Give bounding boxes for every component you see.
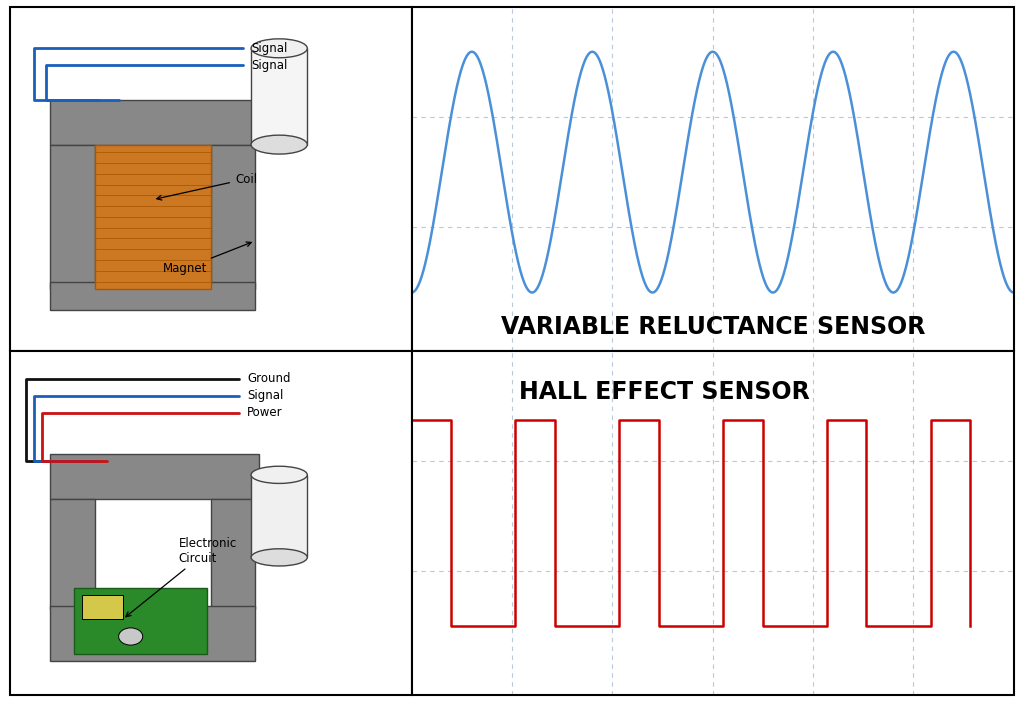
Ellipse shape: [251, 466, 307, 484]
Ellipse shape: [119, 628, 142, 645]
Bar: [251, 475, 307, 557]
Text: Power: Power: [247, 406, 283, 419]
Text: Signal: Signal: [247, 389, 284, 402]
Text: Electronic
Circuit: Electronic Circuit: [126, 536, 238, 616]
Bar: [50, 606, 255, 661]
Bar: [94, 145, 211, 289]
Text: Signal: Signal: [251, 59, 288, 72]
Bar: [83, 595, 123, 619]
Text: Ground: Ground: [247, 372, 291, 385]
Bar: [50, 282, 255, 310]
Bar: [50, 454, 259, 499]
Bar: [50, 100, 259, 145]
Text: Signal: Signal: [251, 42, 288, 55]
Bar: [50, 145, 94, 289]
Ellipse shape: [251, 549, 307, 566]
Text: VARIABLE RELUCTANCE SENSOR: VARIABLE RELUCTANCE SENSOR: [501, 315, 925, 339]
Ellipse shape: [251, 135, 307, 154]
Ellipse shape: [251, 39, 307, 58]
Bar: [251, 48, 307, 145]
Text: Coil: Coil: [157, 173, 257, 200]
Text: HALL EFFECT SENSOR: HALL EFFECT SENSOR: [519, 380, 810, 404]
Bar: [75, 588, 207, 654]
Bar: [211, 145, 255, 289]
Bar: [50, 499, 94, 609]
Bar: [211, 499, 255, 609]
Text: Magnet: Magnet: [163, 242, 251, 275]
